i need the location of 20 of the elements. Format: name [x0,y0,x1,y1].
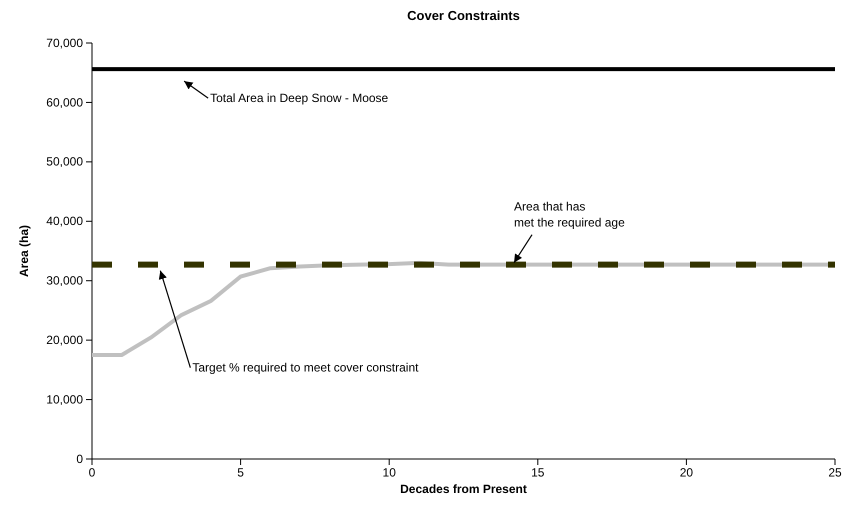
x-tick-label: 5 [237,466,244,480]
x-tick-label: 25 [828,466,842,480]
y-tick-label: 10,000 [46,392,84,406]
x-tick-label: 20 [680,466,694,480]
x-axis-title: Decades from Present [400,482,527,496]
x-tick-label: 10 [382,466,396,480]
chart-title: Cover Constraints [407,8,520,23]
y-axis-title: Area (ha) [17,224,31,278]
annotation: Total Area in Deep Snow - Moose [210,91,389,106]
y-tick-label: 50,000 [46,154,84,169]
y-tick-label: 0 [76,452,84,466]
x-tick-label: 15 [531,466,545,480]
y-tick-label: 40,000 [46,214,84,228]
y-tick-label: 70,000 [46,36,84,50]
y-tick-label: 60,000 [46,95,84,110]
annotation: Target % required to meet cover constraint [192,360,420,375]
y-tick-label: 20,000 [46,332,84,347]
y-tick-label: 30,000 [46,274,84,288]
x-tick-label: 0 [88,466,96,480]
annotation: Area that has met the required age [514,200,626,230]
